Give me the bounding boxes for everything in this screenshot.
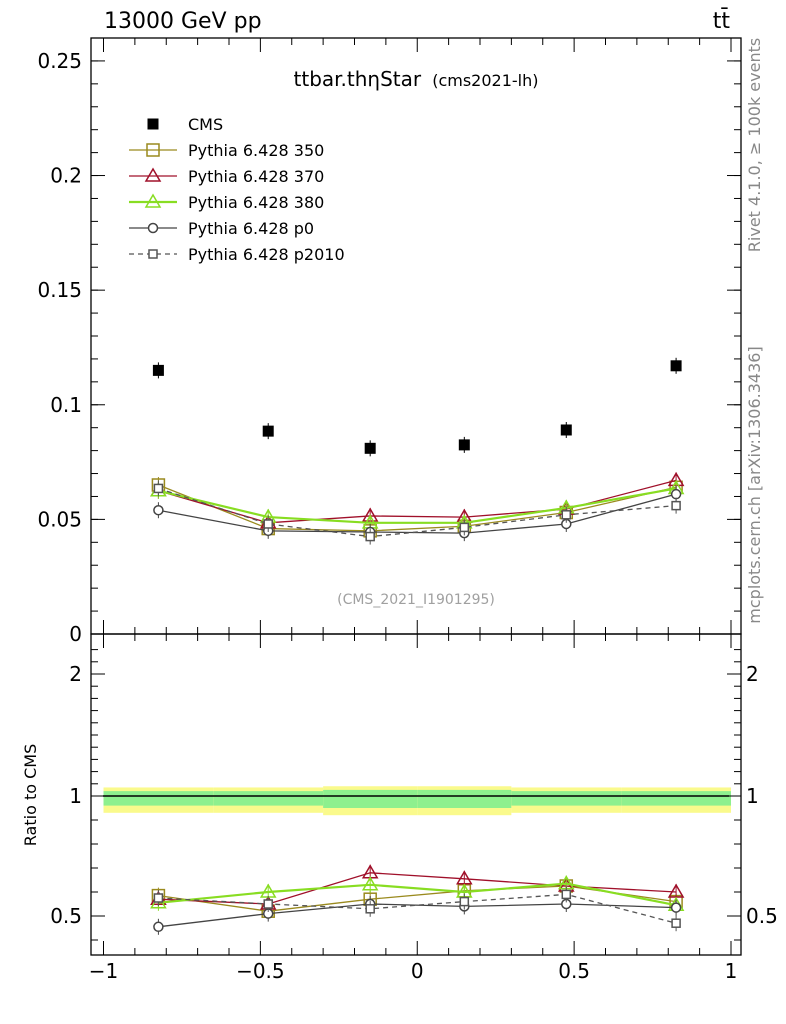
- y-tick-label: 1: [69, 784, 82, 808]
- ratio-uncertainty-band: [103, 786, 731, 816]
- legend-marker: [144, 167, 162, 182]
- pythia-6-428-p2010-marker: [365, 531, 375, 542]
- legend-marker: [144, 193, 162, 208]
- stat-uncertainty-band-segment: [323, 789, 418, 808]
- y-tick-label-right: 1: [746, 784, 759, 808]
- header-energy: 13000 GeV pp: [104, 9, 262, 34]
- plot-frame-border: [90, 633, 742, 956]
- pythia-6-428-p0-line: [158, 903, 677, 928]
- x-tick-label: 0: [411, 959, 424, 983]
- pythia-6-428-p2010-marker: [561, 510, 572, 520]
- x-tick-label: −1: [89, 959, 118, 983]
- pythia-6-428-p2010-marker: [671, 918, 681, 928]
- pythia-6-428-p0-marker: [670, 488, 682, 500]
- pythia-6-428-p2010-marker: [263, 519, 273, 529]
- legend-marker: [148, 249, 158, 259]
- stat-uncertainty-band-segment: [103, 791, 214, 806]
- legend-marker: [147, 222, 159, 234]
- mcplots-label: mcplots.cern.ch [arXiv:1306.3436]: [745, 346, 764, 623]
- pythia-6-428-p2010-marker: [263, 899, 273, 909]
- x-tick-label: 0.5: [558, 959, 590, 983]
- legend-entry-pythia-6-428-p2010: Pythia 6.428 p2010: [129, 245, 345, 264]
- ratio-series: [151, 878, 683, 920]
- pythia-6-428-p0-marker: [153, 504, 164, 516]
- x-tick-label: −0.5: [236, 959, 285, 983]
- legend-entry-pythia-6-428-380: Pythia 6.428 380: [129, 193, 324, 212]
- pythia-6-428-p2010-marker: [561, 889, 572, 900]
- y-tick-label: 0: [69, 622, 82, 646]
- y-tick-label: 2: [69, 662, 82, 686]
- data-series: [150, 357, 685, 935]
- cms-marker: [364, 442, 376, 454]
- y-tick-label: 0.15: [37, 278, 82, 302]
- pythia-6-428-p2010-marker: [459, 522, 470, 533]
- pythia-6-428-350-line: [158, 885, 677, 912]
- cms-marker: [262, 425, 274, 437]
- cms-marker: [670, 360, 682, 372]
- legend-entry-pythia-6-428-350: Pythia 6.428 350: [129, 141, 324, 160]
- pythia-6-428-p2010-line: [158, 487, 677, 538]
- pythia-6-428-380-line: [158, 487, 677, 524]
- y-tick-label: 0.1: [50, 393, 82, 417]
- legend-label: Pythia 6.428 380: [188, 193, 324, 212]
- pythia-6-428-p0-marker: [670, 902, 682, 913]
- y-tick-label: 0.5: [50, 904, 82, 928]
- cms-marker: [152, 364, 164, 376]
- stat-uncertainty-band-segment: [511, 791, 622, 806]
- y-tick-label: 0.05: [37, 507, 82, 531]
- stat-uncertainty-band-segment: [213, 791, 324, 806]
- y-tick-label: 0.2: [50, 164, 82, 188]
- legend-label: Pythia 6.428 350: [188, 141, 324, 160]
- cms-marker: [458, 439, 470, 451]
- pythia-6-428-380-marker: [361, 876, 379, 891]
- rivet-version-label: Rivet 4.1.0, ≥ 100k events: [745, 38, 764, 252]
- header-process: tt̄: [713, 8, 731, 34]
- legend-label: Pythia 6.428 p0: [188, 219, 314, 238]
- legend-entry-pythia-6-428-p0: Pythia 6.428 p0: [129, 219, 314, 238]
- main-series: [153, 480, 681, 545]
- pythia-6-428-350-line: [158, 484, 677, 532]
- pythia-6-428-p2010-marker: [153, 893, 164, 903]
- ratio-series: [153, 886, 681, 932]
- pythia-6-428-p2010-marker: [365, 904, 375, 914]
- legend-entry-pythia-6-428-370: Pythia 6.428 370: [129, 167, 324, 186]
- plot-title: ttbar.thηStar (cms2021-lh): [294, 67, 539, 91]
- ratio-plot-frame: −1 −0.5 0 0.5 1 0.5 0.5 1 1 2 2: [50, 633, 778, 983]
- pythia-6-428-p2010-marker: [671, 500, 681, 511]
- main-series: [152, 357, 682, 457]
- legend-label: Pythia 6.428 370: [188, 167, 324, 186]
- pythia-6-428-380-line: [158, 882, 677, 907]
- cms-marker: [560, 424, 572, 436]
- main-plot-frame: 0 0.05 0.1 0.15 0.2 0.25: [37, 37, 742, 646]
- legend-entry-cms: CMS: [147, 115, 223, 134]
- y-tick-label-right: 0.5: [746, 904, 778, 928]
- y-tick-label-right: 2: [746, 662, 759, 686]
- pythia-6-428-p2010-line: [158, 893, 677, 924]
- stat-uncertainty-band-segment: [621, 791, 731, 806]
- pythia-6-428-p2010-marker: [153, 483, 164, 494]
- analysis-watermark: (CMS_2021_I1901295): [337, 592, 495, 608]
- ratio-y-axis-label: Ratio to CMS: [21, 744, 40, 846]
- legend-marker: [147, 118, 159, 130]
- legend-marker: [146, 143, 160, 157]
- legend-label: Pythia 6.428 p2010: [188, 245, 345, 264]
- legend-label: CMS: [188, 115, 223, 134]
- x-tick-label: 1: [725, 959, 738, 983]
- y-tick-label: 0.25: [37, 49, 82, 73]
- pythia-6-428-p0-marker: [153, 921, 164, 933]
- legend: CMS Pythia 6.428 350 Pythia 6.428 370 Pythi…: [129, 115, 345, 264]
- stat-uncertainty-band-segment: [417, 789, 512, 808]
- main-series: [153, 486, 682, 542]
- pythia-6-428-p2010-marker: [459, 896, 470, 907]
